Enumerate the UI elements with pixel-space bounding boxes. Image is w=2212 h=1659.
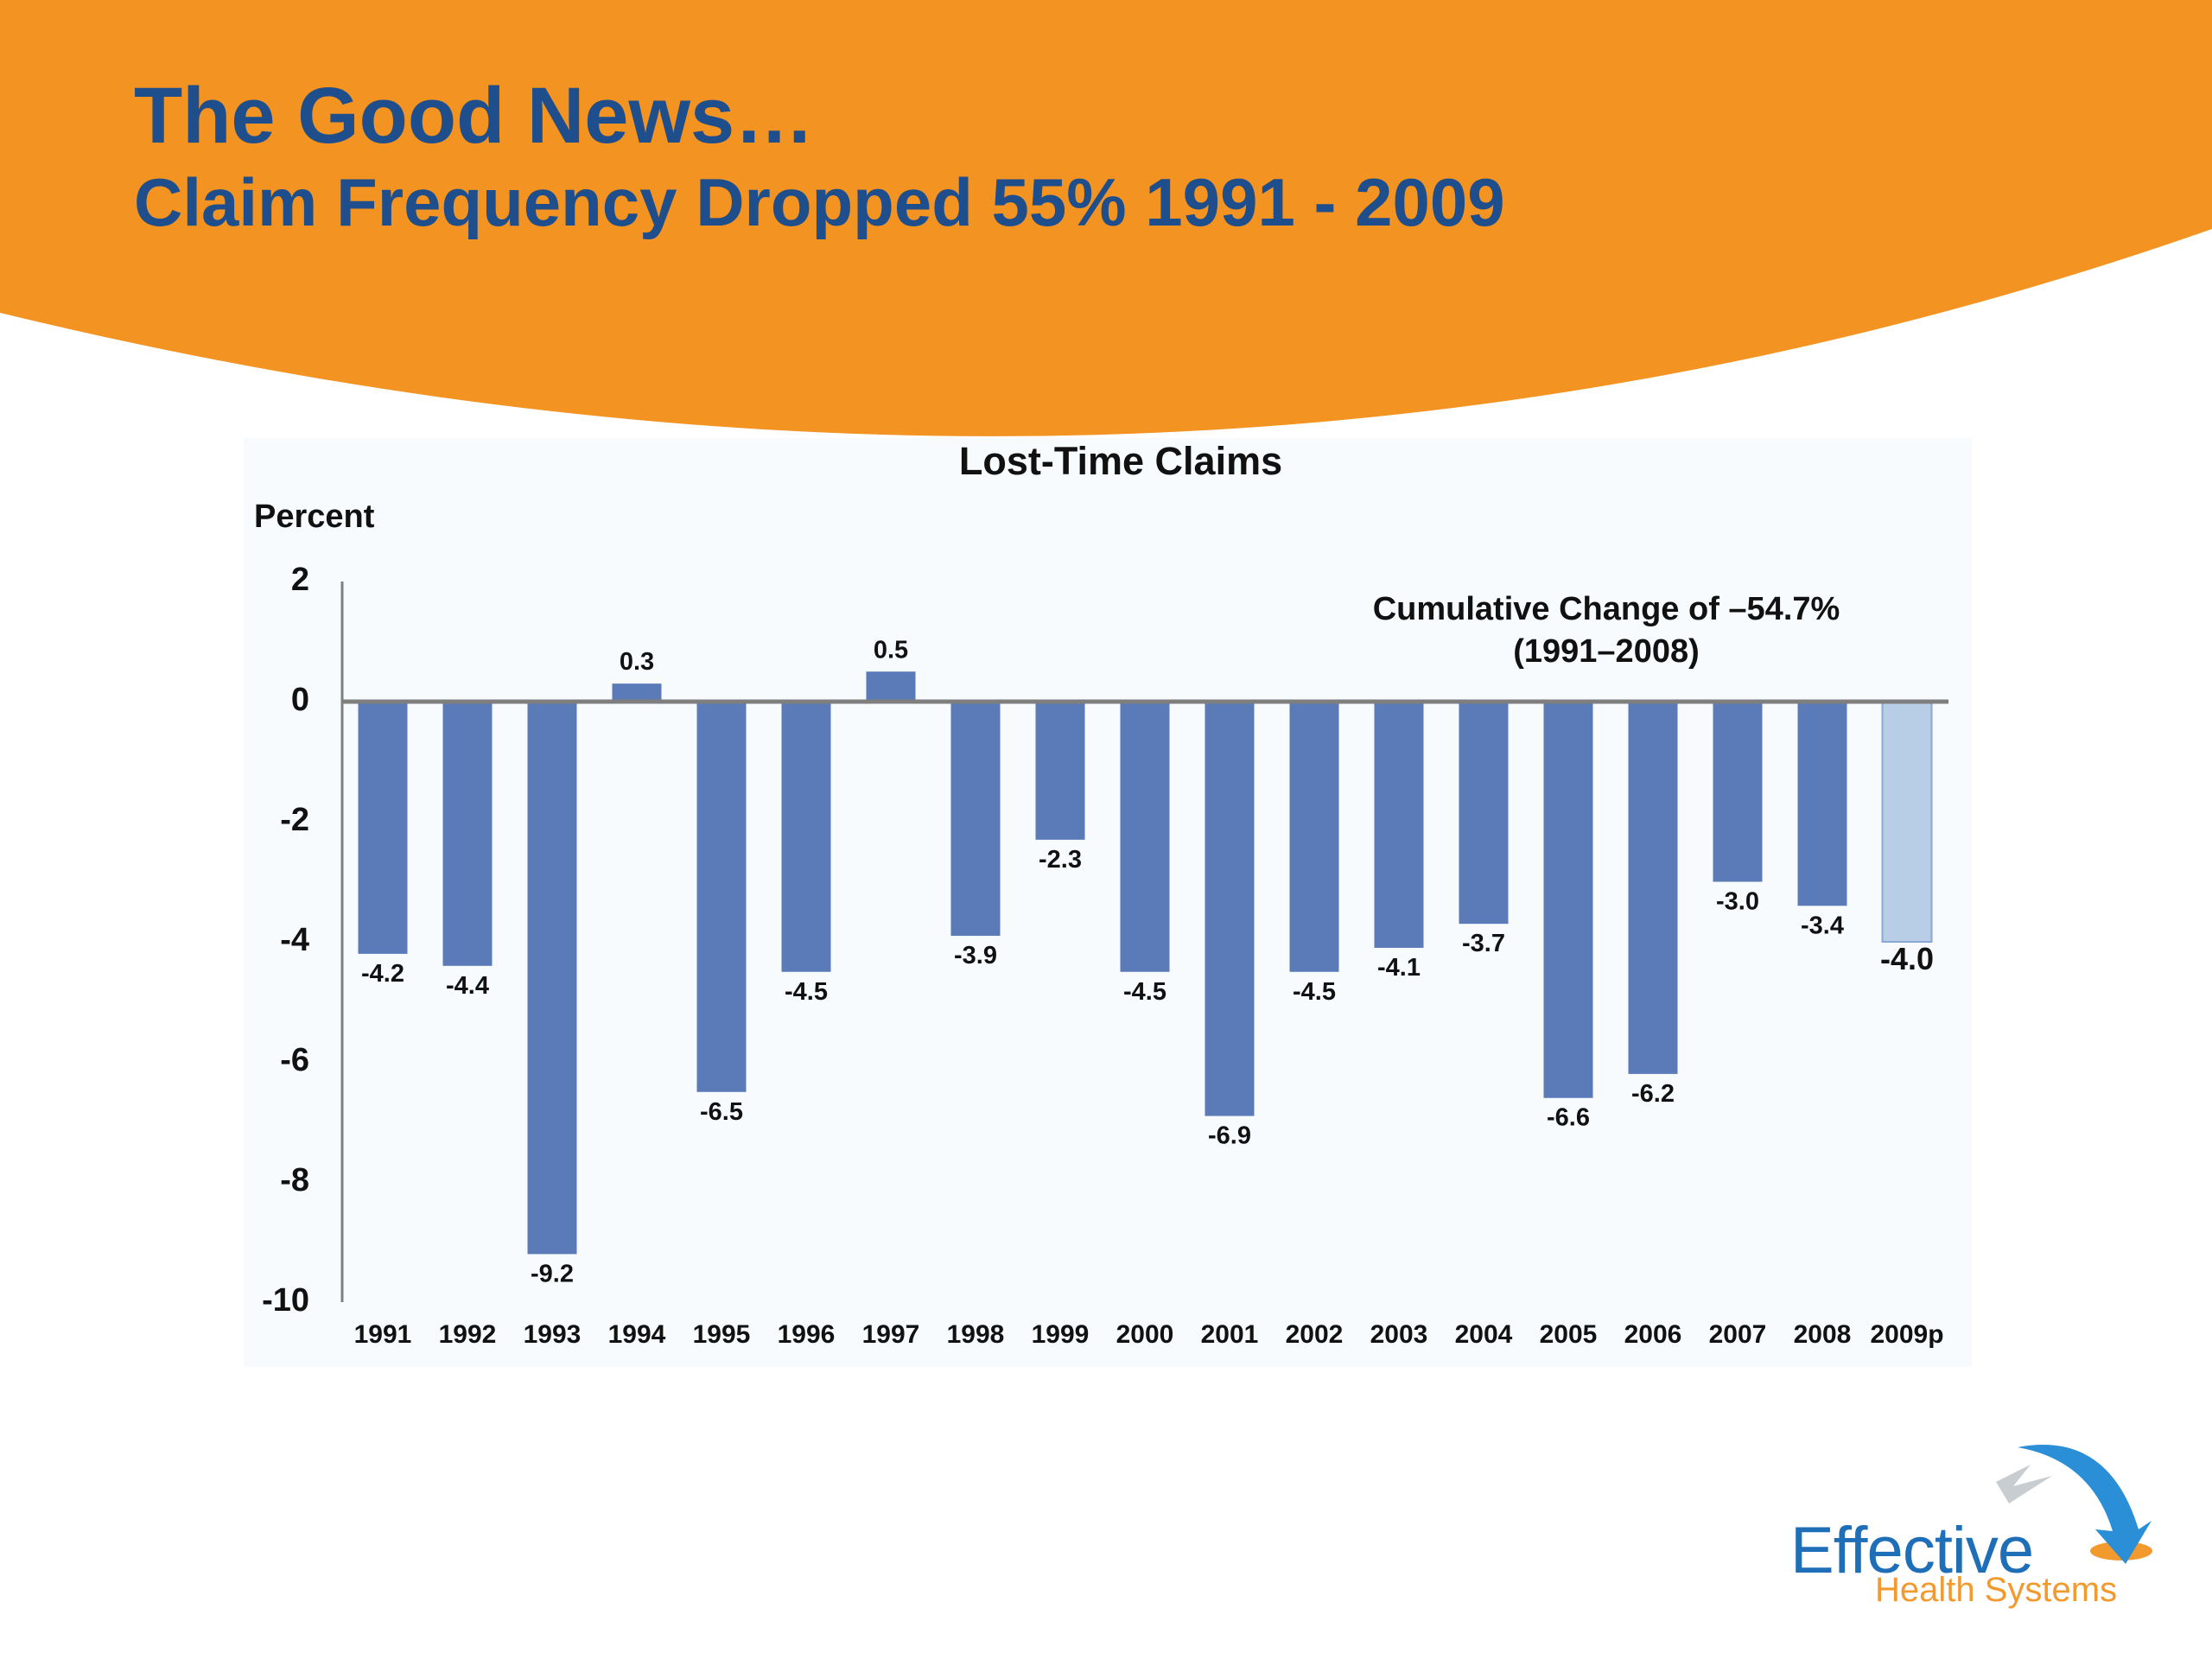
bar-2009p bbox=[1881, 701, 1933, 943]
x-tick-label: 2000 bbox=[1116, 1320, 1174, 1349]
y-tick-label: -10 bbox=[262, 1282, 309, 1319]
x-tick-label: 1991 bbox=[354, 1320, 412, 1349]
bar-value-label: -3.9 bbox=[954, 942, 997, 969]
bar-2004 bbox=[1459, 702, 1509, 925]
x-tick-label: 2004 bbox=[1455, 1320, 1513, 1349]
bar-value-label: -3.4 bbox=[1801, 912, 1844, 939]
bar-value-label: -4.1 bbox=[1377, 954, 1421, 982]
bar-value-label: -6.2 bbox=[1631, 1080, 1675, 1108]
logo-wordmark: Effective bbox=[1790, 1514, 2034, 1587]
effective-health-systems-logo: Effective Health Systems bbox=[1780, 1434, 2177, 1624]
bar-value-label: -4.4 bbox=[446, 972, 489, 1000]
chart-title: Lost-Time Claims bbox=[959, 439, 1282, 483]
bar-1992 bbox=[442, 702, 493, 966]
x-tick-label: 1992 bbox=[439, 1320, 497, 1349]
bar-2007 bbox=[1713, 702, 1763, 882]
x-tick-label: 2005 bbox=[1540, 1320, 1598, 1349]
bar-value-label: -6.5 bbox=[700, 1098, 743, 1126]
annotation-line-2: (1991–2008) bbox=[1513, 633, 1700, 670]
annotation-line-1: Cumulative Change of –54.7% bbox=[1373, 591, 1840, 627]
lost-time-claims-chart: Lost-Time Claims Percent Cumulative Chan… bbox=[254, 439, 1948, 1349]
bar-2003 bbox=[1374, 702, 1424, 948]
y-axis-label: Percent bbox=[254, 499, 375, 535]
bar-value-label: 0.3 bbox=[620, 648, 654, 676]
y-tick-label: -2 bbox=[280, 802, 309, 838]
x-tick-label: 2001 bbox=[1201, 1320, 1259, 1349]
bar-1997 bbox=[866, 671, 916, 702]
bar-1999 bbox=[1035, 702, 1085, 840]
y-tick-label: -4 bbox=[280, 922, 309, 958]
x-tick-label: 2003 bbox=[1370, 1320, 1428, 1349]
bar-value-label: -6.6 bbox=[1547, 1104, 1590, 1132]
bar-value-label: 0.5 bbox=[874, 636, 908, 664]
bar-2002 bbox=[1289, 702, 1339, 972]
bar-value-label: -4.5 bbox=[785, 978, 828, 1006]
bar-value-label: -3.7 bbox=[1462, 930, 1505, 957]
x-tick-label: 1996 bbox=[778, 1320, 836, 1349]
x-tick-label: 1998 bbox=[947, 1320, 1005, 1349]
bar-1994 bbox=[612, 683, 662, 702]
x-tick-label: 2006 bbox=[1624, 1320, 1682, 1349]
y-tick-label: 0 bbox=[291, 682, 309, 718]
x-tick-label: 2008 bbox=[1794, 1320, 1852, 1349]
bar-value-label: -4.0 bbox=[1880, 941, 1934, 976]
bar-2008 bbox=[1797, 702, 1847, 906]
bar-value-label: -4.5 bbox=[1123, 978, 1166, 1006]
x-tick-label: 2007 bbox=[1709, 1320, 1767, 1349]
bar-value-label: -6.9 bbox=[1208, 1122, 1251, 1150]
bar-2000 bbox=[1120, 702, 1170, 972]
chart-panel: Lost-Time Claims Percent Cumulative Chan… bbox=[244, 438, 1972, 1367]
slide-title: The Good News… bbox=[134, 72, 815, 160]
x-tick-label: 1999 bbox=[1032, 1320, 1090, 1349]
bar-2006 bbox=[1628, 702, 1678, 1074]
bar-1995 bbox=[696, 702, 747, 1092]
x-tick-label: 1997 bbox=[862, 1320, 920, 1349]
x-tick-label: 1995 bbox=[693, 1320, 751, 1349]
x-tick-label: 1994 bbox=[608, 1320, 666, 1349]
bar-1996 bbox=[781, 702, 831, 972]
bar-value-label: -4.2 bbox=[361, 960, 404, 988]
bar-1991 bbox=[358, 702, 408, 954]
x-tick-label: 2009p bbox=[1870, 1320, 1943, 1349]
bar-value-label: -4.5 bbox=[1293, 978, 1336, 1006]
arrow-swoosh-icon bbox=[1996, 1445, 2152, 1564]
bar-2001 bbox=[1205, 702, 1255, 1116]
y-tick-label: -8 bbox=[280, 1162, 309, 1198]
y-tick-label: 2 bbox=[291, 562, 309, 598]
header-band bbox=[0, 0, 2212, 436]
slide-subtitle: Claim Frequency Dropped 55% 1991 - 2009 bbox=[134, 164, 1505, 240]
logo-tagline: Health Systems bbox=[1875, 1571, 2118, 1609]
x-tick-label: 2002 bbox=[1286, 1320, 1344, 1349]
bar-value-label: -9.2 bbox=[531, 1260, 574, 1287]
bar-1998 bbox=[950, 702, 1001, 937]
bar-value-label: -2.3 bbox=[1039, 846, 1082, 874]
bar-1993 bbox=[527, 702, 577, 1255]
y-tick-label: -6 bbox=[280, 1042, 309, 1078]
bar-value-label: -3.0 bbox=[1716, 888, 1759, 916]
bar-2005 bbox=[1543, 702, 1593, 1098]
x-tick-label: 1993 bbox=[524, 1320, 582, 1349]
